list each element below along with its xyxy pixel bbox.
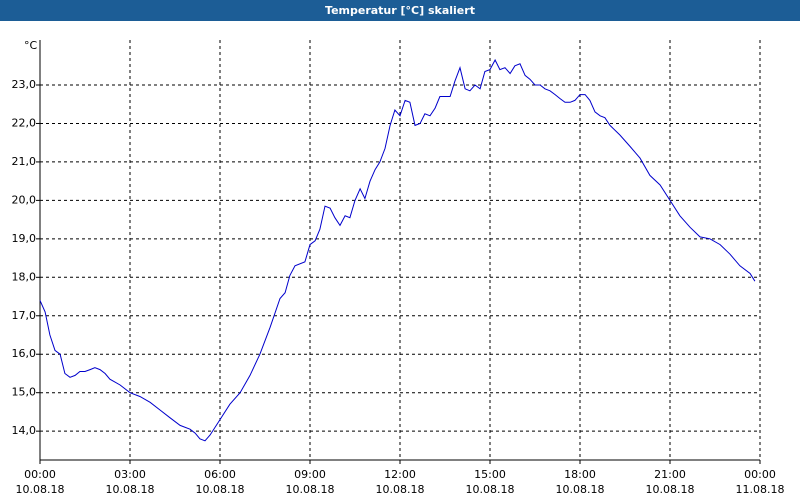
x-tick-label: 06:00: [204, 468, 236, 481]
x-tick-date: 10.08.18: [376, 483, 425, 496]
x-tick-label: 00:00: [24, 468, 56, 481]
y-tick-label: 23,0: [12, 78, 37, 91]
y-tick-label: 18,0: [12, 270, 37, 283]
y-tick-label: 19,0: [12, 232, 37, 245]
x-tick-date: 10.08.18: [646, 483, 695, 496]
x-tick-label: 15:00: [474, 468, 506, 481]
x-tick-label: 18:00: [564, 468, 596, 481]
temperature-line: [39, 58, 756, 442]
x-tick-label: 21:00: [654, 468, 686, 481]
y-tick-label: 16,0: [12, 347, 37, 360]
x-tick-date: 10.08.18: [196, 483, 245, 496]
x-tick-label: 09:00: [294, 468, 326, 481]
title-bar: [0, 0, 800, 21]
x-tick-date: 10.08.18: [466, 483, 515, 496]
y-unit: °C: [24, 39, 38, 52]
x-tick-label: 12:00: [384, 468, 416, 481]
x-tick-date: 11.08.18: [736, 483, 785, 496]
y-tick-label: 15,0: [12, 386, 37, 399]
x-tick-date: 10.08.18: [16, 483, 65, 496]
y-tick-label: 14,0: [12, 424, 37, 437]
x-tick-date: 10.08.18: [286, 483, 335, 496]
x-tick-label: 00:00: [744, 468, 776, 481]
y-tick-label: 21,0: [12, 155, 37, 168]
x-tick-date: 10.08.18: [556, 483, 605, 496]
x-tick-label: 03:00: [114, 468, 146, 481]
y-tick-label: 20,0: [12, 193, 37, 206]
chart-title: Temperatur [°C] skaliert: [325, 4, 475, 17]
y-tick-label: 17,0: [12, 309, 37, 322]
y-tick-label: 22,0: [12, 116, 37, 129]
x-tick-date: 10.08.18: [106, 483, 155, 496]
